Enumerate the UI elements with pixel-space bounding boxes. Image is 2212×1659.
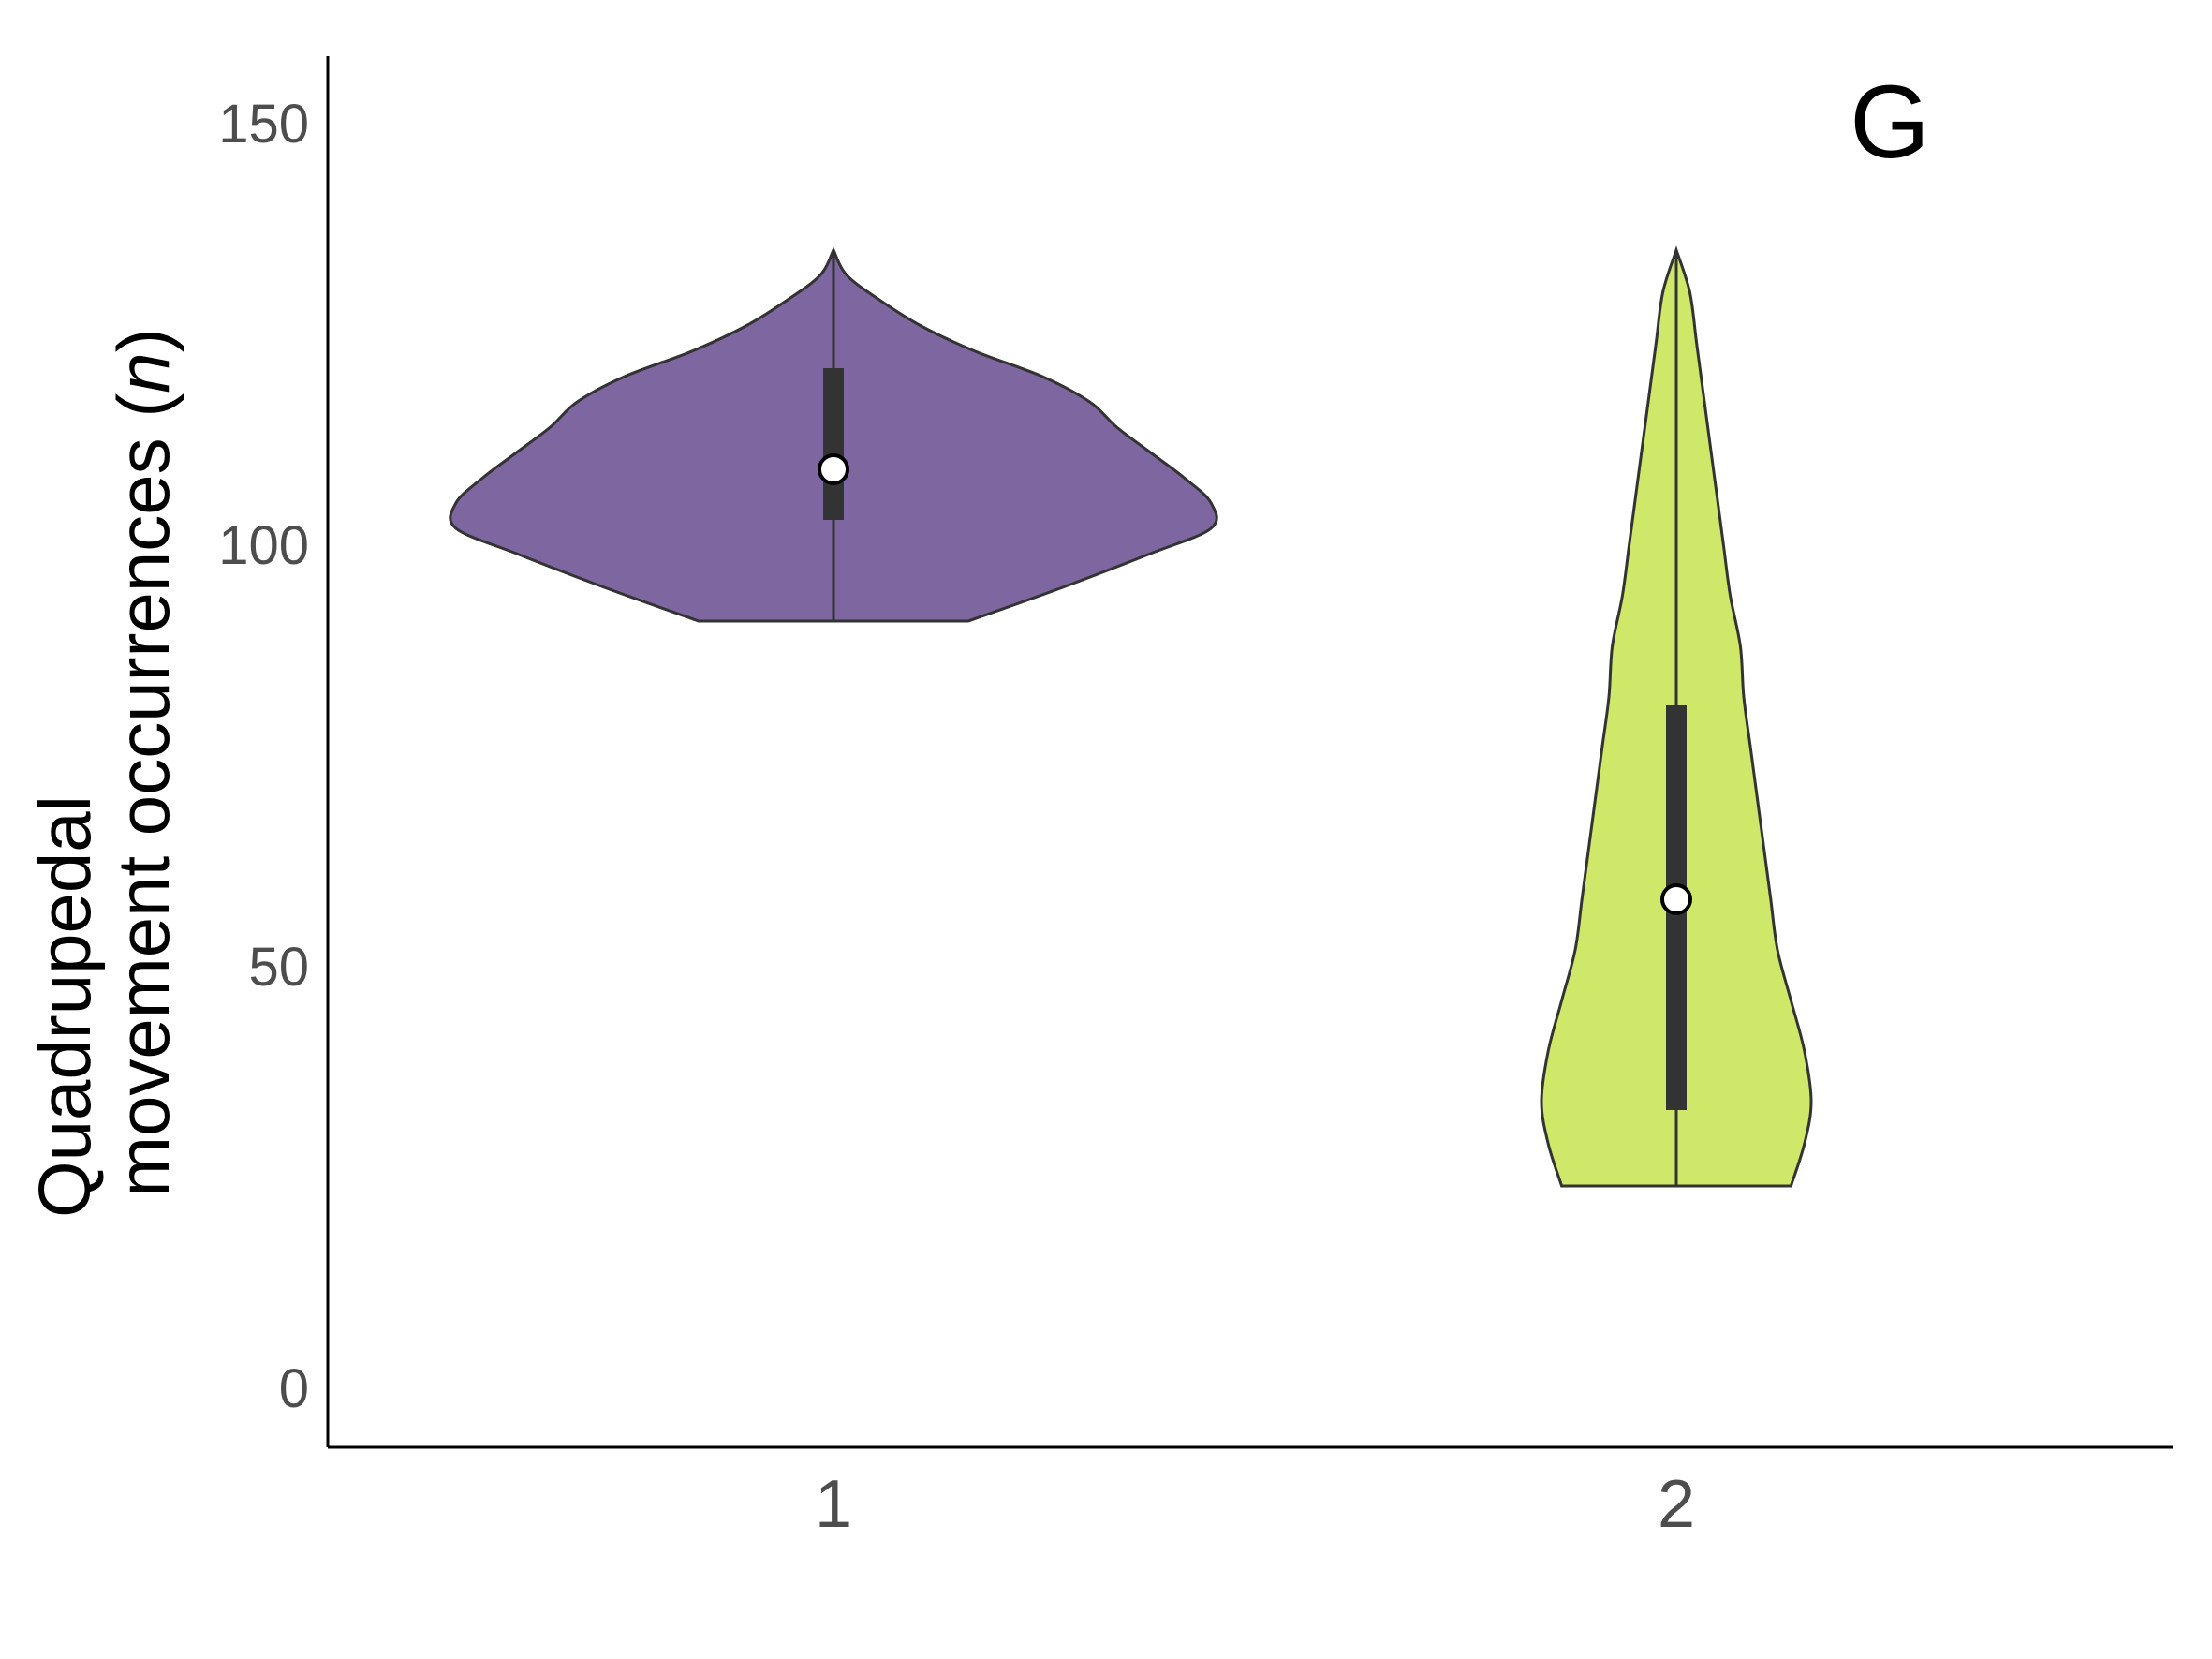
x-tick-label: 2 xyxy=(1658,1467,1695,1542)
violin-median-point-1 xyxy=(818,453,849,485)
y-tick-label: 150 xyxy=(218,94,309,155)
y-axis-label-line2-text: movement occurrences (n) xyxy=(102,328,184,1197)
y-ticks: 0 50 100 150 xyxy=(218,94,309,1419)
y-tick-label: 50 xyxy=(248,937,309,998)
y-axis-label-main: movement occurrences ( xyxy=(102,393,184,1197)
violins xyxy=(449,245,1813,1188)
violin-median-point-2 xyxy=(1660,883,1692,915)
axes xyxy=(326,56,2173,1449)
y-axis-label-end: ) xyxy=(102,328,184,352)
panel-label: G xyxy=(1850,65,1930,180)
y-tick-label: 0 xyxy=(279,1358,309,1419)
x-tick-label: 1 xyxy=(815,1467,852,1542)
y-tick-label: 100 xyxy=(218,515,309,576)
y-axis-label-italic: n xyxy=(102,352,184,393)
violin-iqr-box-1 xyxy=(823,368,844,520)
y-axis-label-line1-text: Quadrupedal xyxy=(23,795,106,1218)
